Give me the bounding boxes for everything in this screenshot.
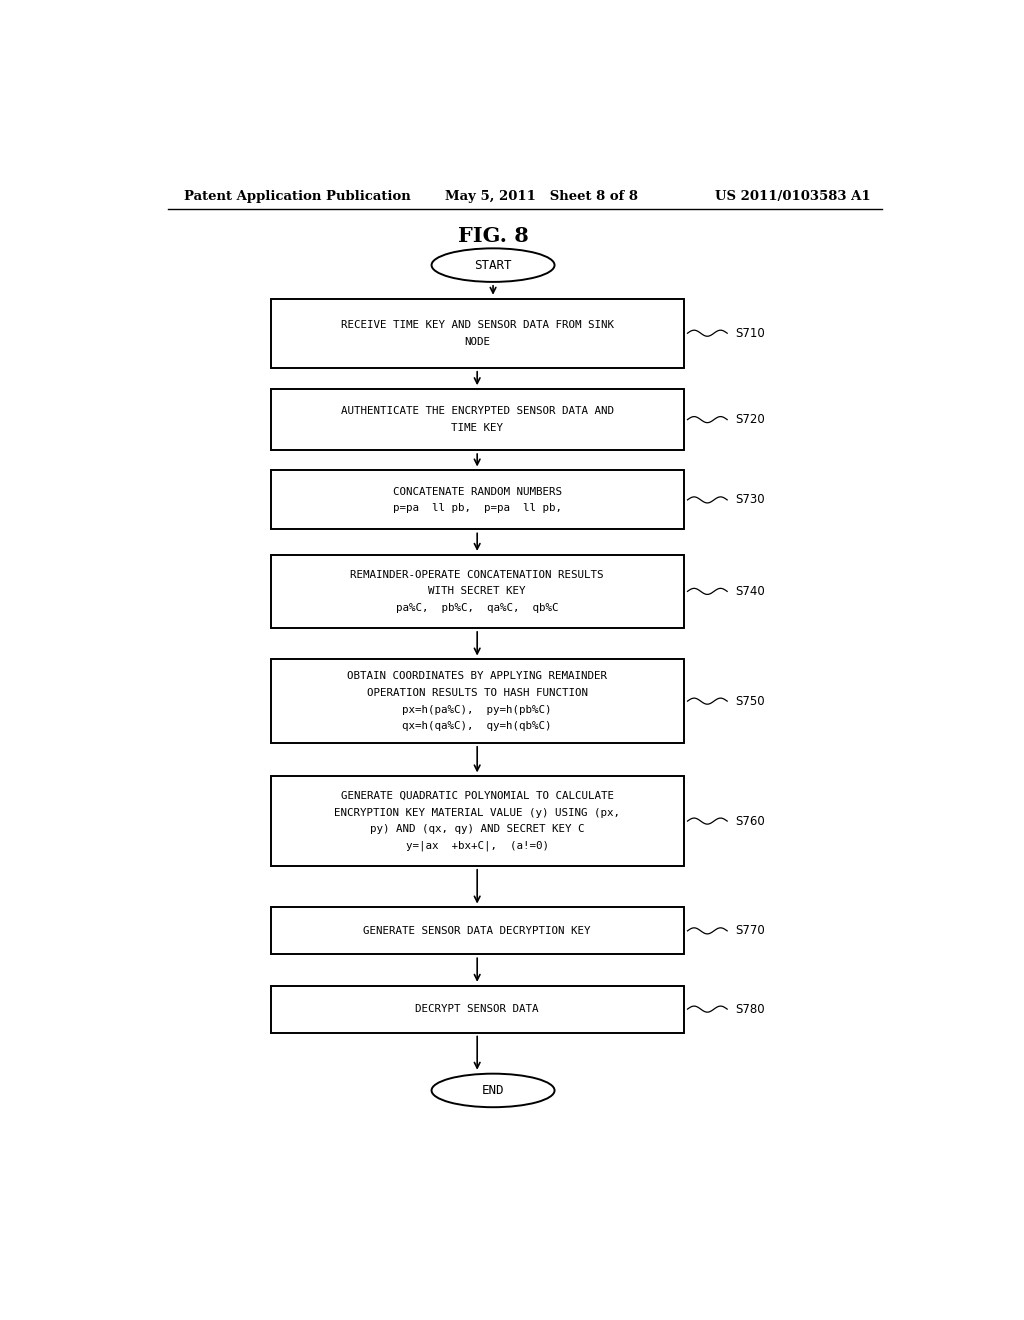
Bar <box>270 389 684 450</box>
Text: S760: S760 <box>735 814 765 828</box>
Text: CONCATENATE RANDOM NUMBERS: CONCATENATE RANDOM NUMBERS <box>392 487 562 496</box>
Ellipse shape <box>431 1073 555 1107</box>
Text: pa%C,  pb%C,  qa%C,  qb%C: pa%C, pb%C, qa%C, qb%C <box>396 603 558 614</box>
Text: y=|ax  +bx+C|,  (a!=0): y=|ax +bx+C|, (a!=0) <box>406 841 549 851</box>
Text: WITH SECRET KEY: WITH SECRET KEY <box>428 586 526 597</box>
Text: GENERATE SENSOR DATA DECRYPTION KEY: GENERATE SENSOR DATA DECRYPTION KEY <box>364 925 591 936</box>
Text: May 5, 2011   Sheet 8 of 8: May 5, 2011 Sheet 8 of 8 <box>445 190 638 202</box>
Bar <box>270 776 684 866</box>
Text: REMAINDER-OPERATE CONCATENATION RESULTS: REMAINDER-OPERATE CONCATENATION RESULTS <box>350 570 604 579</box>
Text: S750: S750 <box>735 694 765 708</box>
Text: Patent Application Publication: Patent Application Publication <box>183 190 411 202</box>
Text: DECRYPT SENSOR DATA: DECRYPT SENSOR DATA <box>416 1005 539 1014</box>
Text: qx=h(qa%C),  qy=h(qb%C): qx=h(qa%C), qy=h(qb%C) <box>402 721 552 731</box>
Bar <box>270 554 684 628</box>
Bar <box>270 907 684 954</box>
Text: S730: S730 <box>735 494 765 507</box>
Text: RECEIVE TIME KEY AND SENSOR DATA FROM SINK: RECEIVE TIME KEY AND SENSOR DATA FROM SI… <box>341 319 613 330</box>
Ellipse shape <box>431 248 555 282</box>
Text: START: START <box>474 259 512 272</box>
Bar <box>270 470 684 529</box>
Text: S780: S780 <box>735 1003 765 1015</box>
Text: US 2011/0103583 A1: US 2011/0103583 A1 <box>715 190 870 202</box>
Text: py) AND (qx, qy) AND SECRET KEY C: py) AND (qx, qy) AND SECRET KEY C <box>370 825 585 834</box>
Text: px=h(pa%C),  py=h(pb%C): px=h(pa%C), py=h(pb%C) <box>402 705 552 714</box>
Text: p=pa  ll pb,  p=pa  ll pb,: p=pa ll pb, p=pa ll pb, <box>392 503 562 513</box>
Text: S740: S740 <box>735 585 765 598</box>
Text: GENERATE QUADRATIC POLYNOMIAL TO CALCULATE: GENERATE QUADRATIC POLYNOMIAL TO CALCULA… <box>341 791 613 801</box>
Text: ENCRYPTION KEY MATERIAL VALUE (y) USING (px,: ENCRYPTION KEY MATERIAL VALUE (y) USING … <box>334 808 621 817</box>
Text: AUTHENTICATE THE ENCRYPTED SENSOR DATA AND: AUTHENTICATE THE ENCRYPTED SENSOR DATA A… <box>341 407 613 416</box>
Bar <box>270 298 684 368</box>
Text: NODE: NODE <box>464 337 490 347</box>
Text: S710: S710 <box>735 327 765 339</box>
Text: OBTAIN COORDINATES BY APPLYING REMAINDER: OBTAIN COORDINATES BY APPLYING REMAINDER <box>347 671 607 681</box>
Bar <box>270 660 684 743</box>
Bar <box>270 986 684 1032</box>
Text: S720: S720 <box>735 413 765 426</box>
Text: END: END <box>482 1084 504 1097</box>
Text: S770: S770 <box>735 924 765 937</box>
Text: FIG. 8: FIG. 8 <box>458 226 528 246</box>
Text: TIME KEY: TIME KEY <box>452 422 503 433</box>
Text: OPERATION RESULTS TO HASH FUNCTION: OPERATION RESULTS TO HASH FUNCTION <box>367 688 588 698</box>
